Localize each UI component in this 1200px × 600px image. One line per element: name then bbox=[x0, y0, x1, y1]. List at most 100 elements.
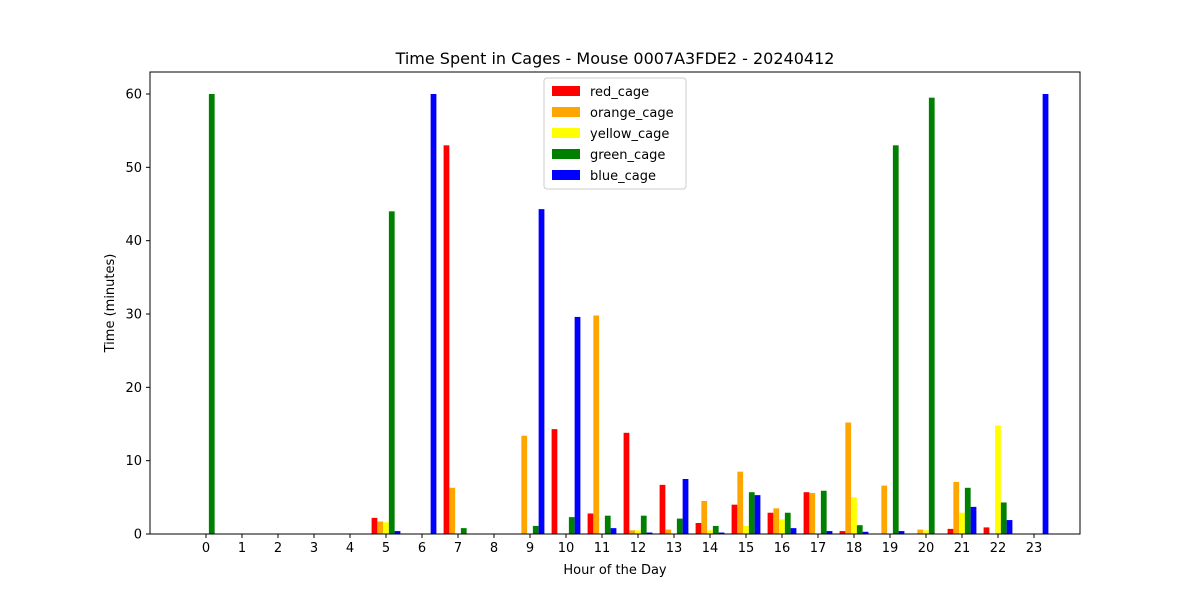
bar-red_cage-hour-14 bbox=[695, 523, 702, 534]
bar-green_cage-hour-17 bbox=[820, 490, 827, 534]
x-tick-label: 22 bbox=[990, 541, 1007, 556]
bar-yellow_cage-hour-15 bbox=[743, 525, 749, 534]
x-tick-label: 4 bbox=[346, 541, 354, 556]
bar-blue_cage-hour-18 bbox=[862, 531, 869, 534]
y-axis: 0 10 20 30 40 50 60 bbox=[125, 88, 150, 543]
x-tick-label: 8 bbox=[490, 541, 498, 556]
x-tick-label: 6 bbox=[418, 541, 426, 556]
bar-blue_cage-hour-16 bbox=[790, 528, 797, 534]
bar-yellow_cage-hour-20 bbox=[923, 530, 929, 534]
y-axis-label: Time (minutes) bbox=[103, 254, 118, 354]
bar-blue_cage-hour-6 bbox=[430, 94, 437, 534]
x-axis: 0 1 2 3 4 5 6 7 8 9 10 11 12 13 14 15 16 17 18 19 20 21 22 23 bbox=[202, 534, 1042, 556]
plot-frame bbox=[149, 71, 1081, 535]
bar-green_cage-hour-7 bbox=[460, 528, 467, 534]
x-tick-label: 9 bbox=[526, 541, 534, 556]
x-tick-label: 23 bbox=[1026, 541, 1043, 556]
y-tick-label: 0 bbox=[134, 528, 142, 543]
bar-green_cage-hour-20 bbox=[928, 97, 935, 535]
x-tick-label: 12 bbox=[630, 541, 647, 556]
bar-blue_cage-hour-13 bbox=[682, 479, 689, 534]
bar-blue_cage-hour-15 bbox=[754, 495, 761, 534]
x-tick-label: 20 bbox=[918, 541, 935, 556]
bar-orange_cage-hour-5 bbox=[377, 521, 384, 534]
bar-yellow_cage-hour-5 bbox=[383, 522, 389, 534]
x-tick-label: 11 bbox=[594, 541, 611, 556]
legend-label-orange_cage: orange_cage bbox=[590, 106, 674, 121]
bar-green_cage-hour-15 bbox=[748, 492, 755, 534]
bar-orange_cage-hour-15 bbox=[737, 471, 744, 534]
bar-orange_cage-hour-16 bbox=[773, 508, 780, 534]
bar-green_cage-hour-9 bbox=[532, 525, 539, 534]
legend-swatch-green_cage bbox=[552, 149, 580, 159]
bar-yellow_cage-hour-14 bbox=[707, 530, 713, 534]
bar-red_cage-hour-7 bbox=[443, 145, 450, 534]
bar-green_cage-hour-11 bbox=[604, 515, 611, 534]
x-tick-label: 15 bbox=[738, 541, 755, 556]
bar-orange_cage-hour-7 bbox=[449, 487, 456, 534]
legend-swatch-orange_cage bbox=[552, 107, 580, 117]
x-tick-label: 19 bbox=[882, 541, 899, 556]
bar-orange_cage-hour-12 bbox=[629, 530, 636, 534]
bar-blue_cage-hour-17 bbox=[826, 531, 833, 534]
bar-orange_cage-hour-20 bbox=[917, 529, 924, 534]
x-tick-label: 13 bbox=[666, 541, 683, 556]
bar-blue_cage-hour-22 bbox=[1006, 520, 1013, 534]
x-tick-label: 18 bbox=[846, 541, 863, 556]
bar-green_cage-hour-0 bbox=[208, 94, 215, 534]
bar-red_cage-hour-13 bbox=[659, 484, 666, 534]
x-tick-label: 16 bbox=[774, 541, 791, 556]
bar-yellow_cage-hour-22 bbox=[995, 425, 1001, 534]
legend-swatch-yellow_cage bbox=[552, 128, 580, 138]
y-tick-label: 60 bbox=[125, 88, 142, 103]
bar-blue_cage-hour-11 bbox=[610, 528, 617, 534]
bar-green_cage-hour-14 bbox=[712, 525, 719, 534]
bar-red_cage-hour-11 bbox=[587, 513, 594, 534]
legend-label-green_cage: green_cage bbox=[590, 148, 665, 163]
legend-box bbox=[543, 77, 687, 190]
y-tick-label: 20 bbox=[125, 381, 142, 396]
bar-green_cage-hour-10 bbox=[568, 517, 575, 534]
bar-green_cage-hour-18 bbox=[856, 525, 863, 534]
bar-green_cage-hour-12 bbox=[640, 515, 647, 534]
legend-label-red_cage: red_cage bbox=[590, 85, 649, 100]
bar-red_cage-hour-16 bbox=[767, 512, 774, 534]
bar-red_cage-hour-12 bbox=[623, 432, 630, 534]
x-tick-label: 17 bbox=[810, 541, 827, 556]
x-tick-label: 2 bbox=[274, 541, 282, 556]
bar-red_cage-hour-5 bbox=[371, 517, 378, 534]
bar-green_cage-hour-21 bbox=[964, 487, 971, 534]
bar-yellow_cage-hour-18 bbox=[851, 497, 857, 534]
bar-blue_cage-hour-21 bbox=[970, 506, 977, 534]
bar-yellow_cage-hour-16 bbox=[779, 519, 785, 534]
bars-layer bbox=[208, 94, 1049, 535]
legend: red_cage orange_cage yellow_cage green_cage… bbox=[543, 77, 687, 190]
bar-blue_cage-hour-10 bbox=[574, 316, 581, 534]
bar-green_cage-hour-22 bbox=[1000, 502, 1007, 534]
bar-yellow_cage-hour-12 bbox=[635, 530, 641, 534]
bar-orange_cage-hour-13 bbox=[665, 529, 672, 534]
bar-red_cage-hour-15 bbox=[731, 504, 738, 534]
x-tick-label: 10 bbox=[558, 541, 575, 556]
x-tick-label: 21 bbox=[954, 541, 971, 556]
bar-green_cage-hour-13 bbox=[676, 518, 683, 534]
bar-red_cage-hour-10 bbox=[551, 429, 558, 534]
bar-blue_cage-hour-5 bbox=[394, 531, 401, 534]
bar-red_cage-hour-22 bbox=[983, 527, 990, 534]
bar-blue_cage-hour-23 bbox=[1042, 94, 1049, 534]
x-tick-label: 1 bbox=[238, 541, 246, 556]
bar-orange_cage-hour-9 bbox=[521, 435, 528, 534]
bar-orange_cage-hour-17 bbox=[809, 492, 816, 534]
y-tick-label: 50 bbox=[125, 161, 142, 176]
x-tick-label: 5 bbox=[382, 541, 390, 556]
bar-green_cage-hour-5 bbox=[388, 211, 395, 534]
bar-red_cage-hour-17 bbox=[803, 492, 810, 534]
legend-swatch-red_cage bbox=[552, 86, 580, 96]
y-tick-label: 40 bbox=[125, 234, 142, 249]
bar-blue_cage-hour-19 bbox=[898, 531, 905, 534]
legend-swatch-blue_cage bbox=[552, 170, 580, 180]
bar-blue_cage-hour-14 bbox=[718, 532, 725, 534]
bar-blue_cage-hour-12 bbox=[646, 532, 653, 534]
bar-green_cage-hour-19 bbox=[892, 145, 899, 534]
